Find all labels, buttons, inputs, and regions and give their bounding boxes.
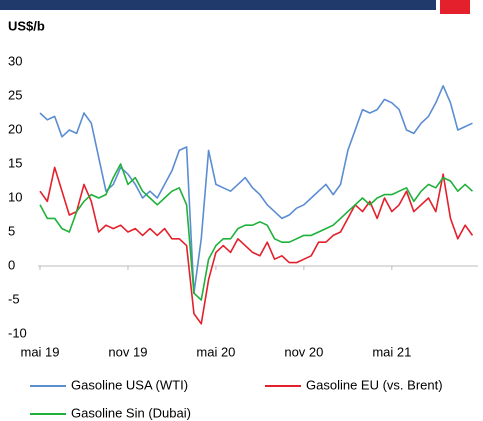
series-line <box>39 85 473 294</box>
y-tick-label: 30 <box>8 53 22 68</box>
legend-label: Gasoline Sin (Dubai) <box>71 405 191 420</box>
y-tick-label: 20 <box>8 121 22 136</box>
header-accent <box>440 0 470 14</box>
y-tick-label: 0 <box>8 257 15 272</box>
y-tick-label: 25 <box>8 87 22 102</box>
legend-label: Gasoline EU (vs. Brent) <box>306 377 443 392</box>
y-tick-label: 10 <box>8 189 22 204</box>
x-tick-label: mai 21 <box>372 344 411 359</box>
series-line <box>39 163 474 301</box>
x-tick-label: mai 20 <box>196 344 235 359</box>
series-line <box>39 166 474 325</box>
y-axis-label: US$/b <box>8 18 45 33</box>
y-tick-label: -10 <box>8 325 27 340</box>
y-tick-label: 15 <box>8 155 22 170</box>
x-tick-label: mai 19 <box>20 344 59 359</box>
y-tick-label: 5 <box>8 223 15 238</box>
legend-label: Gasoline USA (WTI) <box>71 377 188 392</box>
x-tick-label: nov 19 <box>108 344 147 359</box>
x-tick-label: nov 20 <box>284 344 323 359</box>
y-tick-label: -5 <box>8 291 20 306</box>
header-bar <box>0 0 436 10</box>
